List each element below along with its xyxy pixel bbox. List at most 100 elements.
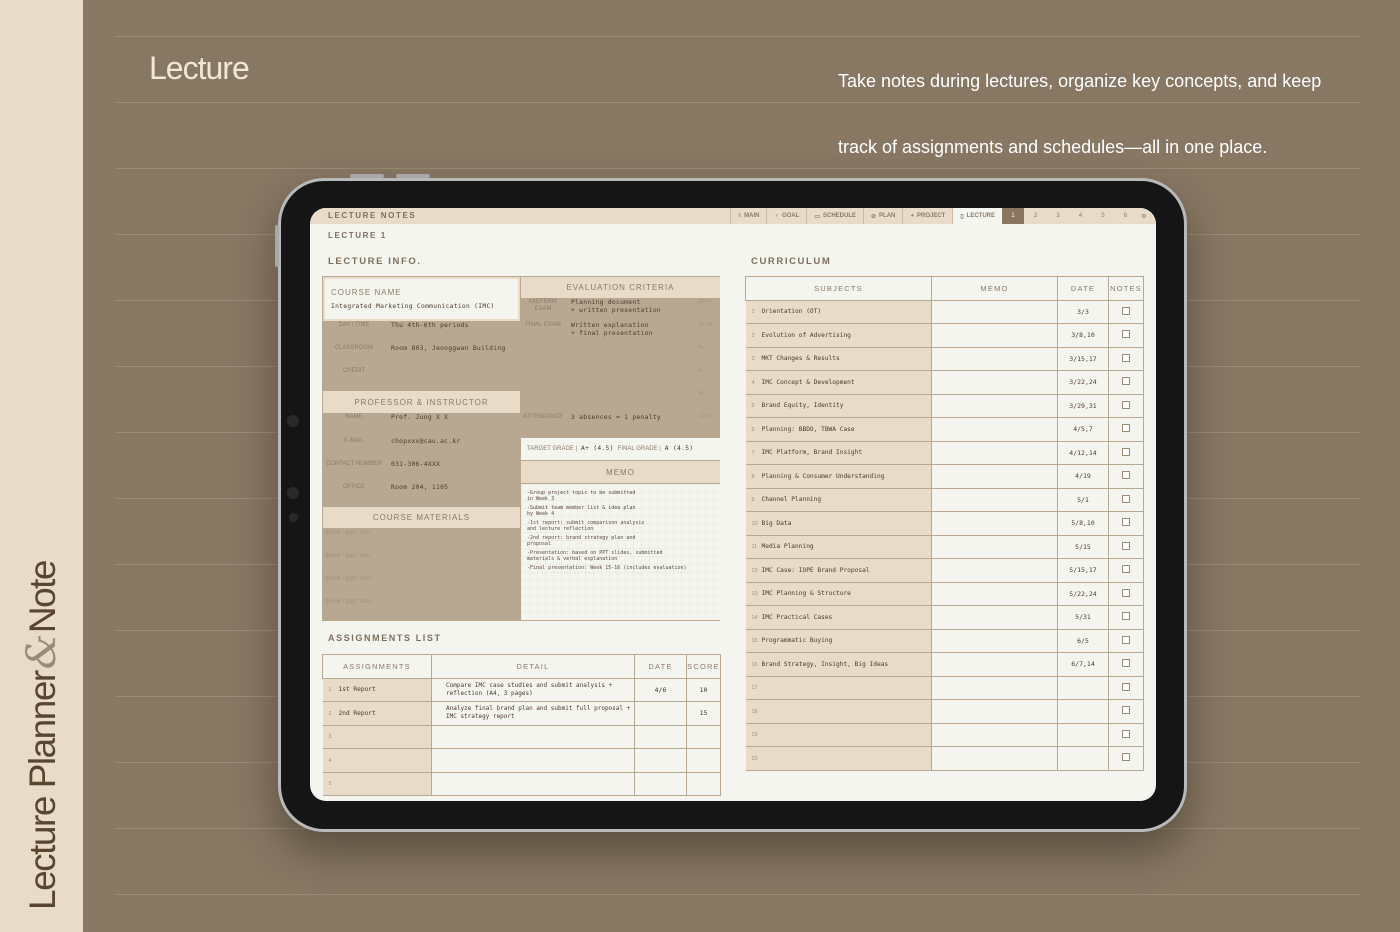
date-cell[interactable]: 3/29,31 — [1057, 393, 1109, 418]
assignment-detail[interactable] — [431, 748, 635, 773]
subject-cell[interactable]: 20 — [745, 746, 932, 771]
notes-checkbox[interactable] — [1122, 518, 1130, 527]
assignment-score[interactable]: 10 — [686, 677, 721, 702]
assignment-date[interactable] — [634, 701, 687, 726]
notes-checkbox[interactable] — [1122, 330, 1130, 339]
material-row[interactable]: □book □ppt □etc. — [323, 529, 372, 536]
assignment-score[interactable]: 15 — [686, 701, 721, 726]
memo-cell[interactable] — [931, 534, 1058, 559]
tab-schedule[interactable]: ▭ SCHEDULE — [806, 208, 863, 224]
subject-cell[interactable]: 17 — [745, 675, 932, 700]
eval-value[interactable] — [566, 368, 697, 390]
tab-main[interactable]: ≡ MAIN — [729, 208, 767, 224]
memo-cell[interactable] — [931, 417, 1058, 442]
date-cell[interactable]: 6/7,14 — [1057, 652, 1109, 677]
notes-checkbox[interactable] — [1122, 612, 1130, 621]
eval-percent[interactable]: 35 % — [698, 322, 712, 328]
notes-checkbox[interactable] — [1122, 682, 1130, 691]
memo-cell[interactable] — [931, 699, 1058, 724]
notes-checkbox[interactable] — [1122, 706, 1130, 715]
date-cell[interactable]: 3/15,17 — [1057, 346, 1109, 371]
eval-percent[interactable]: 30 % — [698, 299, 712, 305]
memo-cell[interactable] — [931, 370, 1058, 395]
subject-cell[interactable]: 18 — [745, 699, 932, 724]
date-cell[interactable]: 3/22,24 — [1057, 370, 1109, 395]
date-cell[interactable] — [1057, 675, 1109, 700]
assignment-date[interactable]: 4/6 — [634, 677, 687, 702]
subject-cell[interactable]: 16 Brand Strategy, Insight, Big Ideas — [745, 652, 932, 677]
memo-cell[interactable] — [931, 605, 1058, 630]
memo-cell[interactable] — [931, 464, 1058, 489]
assignment-detail[interactable]: Compare IMC case studies and submit anal… — [431, 677, 635, 702]
assignment-name[interactable]: 5 — [322, 771, 432, 796]
tab-plan[interactable]: ⊘ PLAN — [863, 208, 902, 224]
settings-icon[interactable]: ⚙ — [1141, 213, 1147, 220]
subject-cell[interactable]: 8 Planning & Consumer Understanding — [745, 464, 932, 489]
memo-cell[interactable] — [931, 558, 1058, 583]
subject-cell[interactable]: 2 Evolution of Advertising — [745, 323, 932, 348]
eval-percent[interactable]: % — [698, 345, 704, 351]
grade-row[interactable]: TARGET GRADE | A+ (4.5) FINAL GRADE | A (4… — [521, 438, 720, 460]
date-cell[interactable]: 4/5,7 — [1057, 417, 1109, 442]
subject-cell[interactable]: 6 Planning: BBDO, TBWA Case — [745, 417, 932, 442]
date-cell[interactable] — [1057, 722, 1109, 747]
page-tab-6[interactable]: 6 — [1123, 213, 1128, 219]
subject-cell[interactable]: 11 Media Planning — [745, 534, 932, 559]
memo-cell[interactable] — [931, 511, 1058, 536]
assignment-date[interactable] — [634, 771, 687, 796]
subject-cell[interactable]: 3 MKT Changes & Results — [745, 346, 932, 371]
date-cell[interactable]: 3/8,10 — [1057, 323, 1109, 348]
notes-checkbox[interactable] — [1122, 400, 1130, 409]
field-value[interactable] — [386, 368, 520, 390]
assignment-date[interactable] — [634, 748, 687, 773]
material-row[interactable]: □book □ppt □etc. — [323, 552, 372, 559]
notes-checkbox[interactable] — [1122, 541, 1130, 550]
subject-cell[interactable]: 10 Big Data — [745, 511, 932, 536]
eval-value[interactable] — [566, 345, 697, 367]
subject-cell[interactable]: 1 Orientation (OT) — [745, 299, 932, 324]
notes-checkbox[interactable] — [1122, 353, 1130, 362]
professor-value[interactable]: 031-306-4XXX — [391, 461, 441, 468]
assignment-detail[interactable] — [431, 724, 635, 749]
eval-value[interactable]: Planning document + written presentation — [571, 299, 662, 314]
assignment-name[interactable]: 4 — [322, 748, 432, 773]
notes-checkbox[interactable] — [1122, 588, 1130, 597]
page-tab-4[interactable]: 4 — [1078, 213, 1083, 219]
page-tab-5[interactable]: 5 — [1101, 213, 1105, 219]
eval-value[interactable] — [566, 391, 697, 413]
field-value[interactable]: Room 803, Jeonggwan Building — [391, 345, 506, 352]
date-cell[interactable]: 5/15,17 — [1057, 558, 1109, 583]
subject-cell[interactable]: 5 Brand Equity, Identity — [745, 393, 932, 418]
assignment-score[interactable] — [686, 748, 721, 773]
tab-goal[interactable]: ♆ GOAL — [766, 208, 806, 224]
professor-value[interactable]: Prof. Jung X X — [391, 414, 449, 421]
notes-checkbox[interactable] — [1122, 424, 1130, 433]
memo-cell[interactable] — [931, 346, 1058, 371]
page-tab-3[interactable]: 3 — [1056, 213, 1060, 219]
notes-checkbox[interactable] — [1122, 729, 1130, 738]
page-tab-1[interactable]: 1 — [1002, 208, 1024, 224]
memo-cell[interactable] — [931, 746, 1058, 771]
assignment-score[interactable] — [686, 724, 721, 749]
subject-cell[interactable]: 14 IMC Practical Cases — [745, 605, 932, 630]
subject-cell[interactable]: 9 Channel Planning — [745, 487, 932, 512]
memo-cell[interactable] — [931, 628, 1058, 653]
subject-cell[interactable]: 7 IMC Platform, Brand Insight — [745, 440, 932, 465]
date-cell[interactable] — [1057, 746, 1109, 771]
date-cell[interactable]: 5/22,24 — [1057, 581, 1109, 606]
professor-value[interactable]: chopxxx@cau.ac.kr — [391, 438, 461, 445]
assignment-date[interactable] — [634, 724, 687, 749]
tab-project[interactable]: ◕ PROJECT — [902, 208, 952, 224]
page-tab-2[interactable]: 2 — [1033, 213, 1038, 219]
eval-value[interactable]: 3 absences = 1 penalty — [571, 414, 662, 421]
material-row[interactable]: □book □ppt □etc. — [323, 575, 372, 582]
memo-cell[interactable] — [931, 323, 1058, 348]
subject-cell[interactable]: 12 IMC Case: IOPE Brand Proposal — [745, 558, 932, 583]
notes-checkbox[interactable] — [1122, 565, 1130, 574]
notes-checkbox[interactable] — [1122, 471, 1130, 480]
memo-cell[interactable] — [931, 675, 1058, 700]
date-cell[interactable]: 4/19 — [1057, 464, 1109, 489]
assignment-name[interactable]: 3 — [322, 724, 432, 749]
assignment-name[interactable]: 2 2nd Report — [322, 701, 432, 726]
assignment-detail[interactable]: Analyze final brand plan and submit full… — [431, 701, 635, 726]
